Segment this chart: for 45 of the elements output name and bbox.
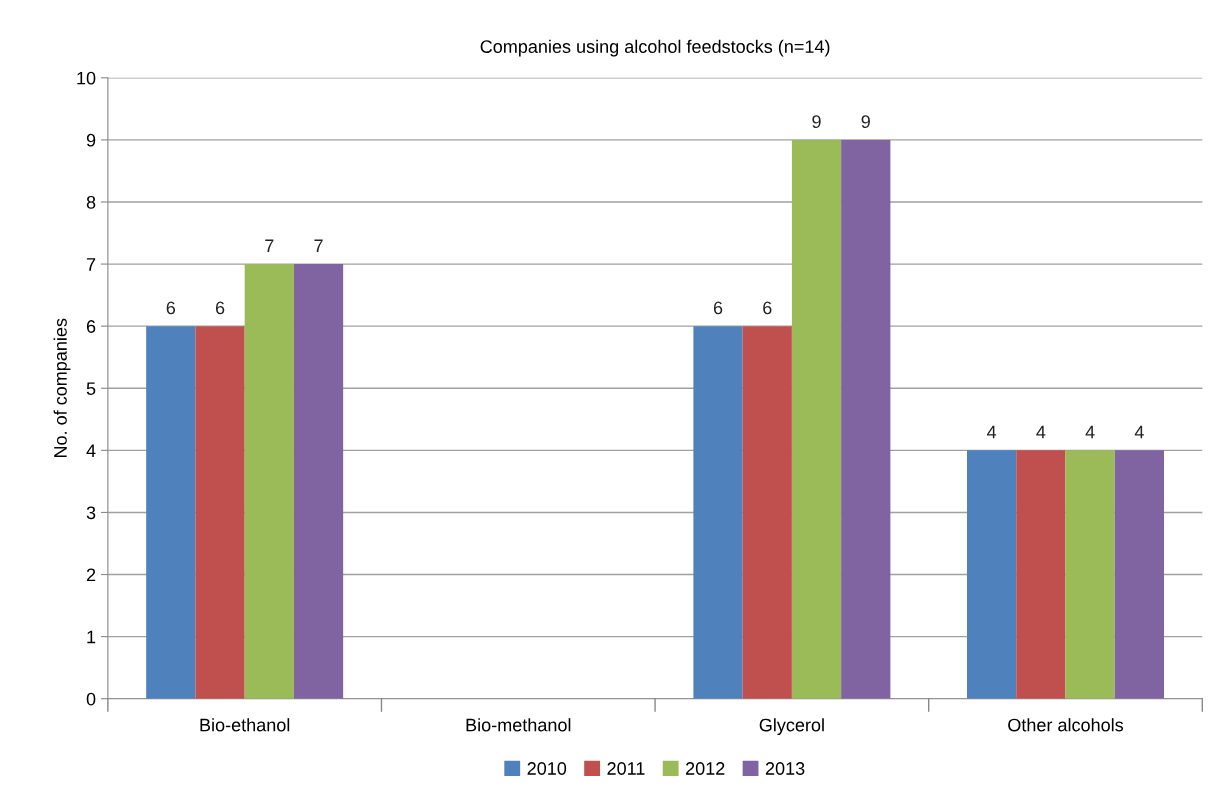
data-label: 7 bbox=[314, 239, 323, 252]
legend-label: 2011 bbox=[607, 762, 645, 775]
y-axis-title: No. of companies bbox=[53, 318, 71, 458]
y-tick-label: 10 bbox=[77, 71, 96, 85]
bar bbox=[1114, 450, 1164, 699]
bar bbox=[195, 326, 245, 699]
legend-label: 2012 bbox=[686, 762, 725, 775]
bar bbox=[1016, 450, 1066, 699]
y-tick-label: 9 bbox=[86, 133, 96, 147]
y-tick-label: 8 bbox=[86, 195, 96, 209]
chart-title: Companies using alcohol feedstocks (n=14) bbox=[480, 39, 830, 57]
data-label: 4 bbox=[1085, 425, 1095, 439]
legend-label: 2013 bbox=[765, 762, 805, 775]
data-label: 6 bbox=[763, 301, 772, 315]
data-label: 9 bbox=[861, 115, 870, 128]
data-label: 6 bbox=[166, 301, 176, 315]
bar bbox=[967, 450, 1017, 699]
y-tick-label: 7 bbox=[86, 258, 96, 271]
bar bbox=[742, 326, 792, 699]
y-tick-label: 2 bbox=[86, 568, 96, 582]
bar bbox=[146, 326, 196, 699]
bar bbox=[1065, 450, 1115, 699]
bar bbox=[244, 264, 294, 699]
bar bbox=[841, 139, 891, 699]
legend-label: 2010 bbox=[527, 762, 567, 775]
data-label: 6 bbox=[215, 301, 225, 315]
data-label: 7 bbox=[265, 239, 274, 252]
bar bbox=[791, 139, 842, 699]
bar bbox=[293, 264, 344, 699]
y-tick-label: 5 bbox=[86, 382, 96, 395]
data-label: 4 bbox=[987, 425, 997, 439]
data-label: 6 bbox=[713, 301, 723, 315]
y-tick-label: 6 bbox=[86, 320, 96, 333]
data-label: 4 bbox=[1134, 425, 1144, 439]
x-tick-label: Bio-ethanol bbox=[200, 718, 290, 732]
data-label: 9 bbox=[812, 115, 821, 128]
y-tick-label: 1 bbox=[87, 630, 96, 644]
y-tick-label: 0 bbox=[86, 692, 96, 706]
data-label: 4 bbox=[1036, 425, 1046, 439]
y-tick-label: 4 bbox=[86, 444, 96, 457]
y-tick-label: 3 bbox=[86, 506, 96, 520]
x-tick-label: Other alcohols bbox=[1008, 718, 1124, 732]
x-tick-label: Bio-methanol bbox=[466, 718, 571, 732]
x-tick-label: Glycerol bbox=[759, 718, 824, 735]
bar bbox=[693, 326, 743, 699]
